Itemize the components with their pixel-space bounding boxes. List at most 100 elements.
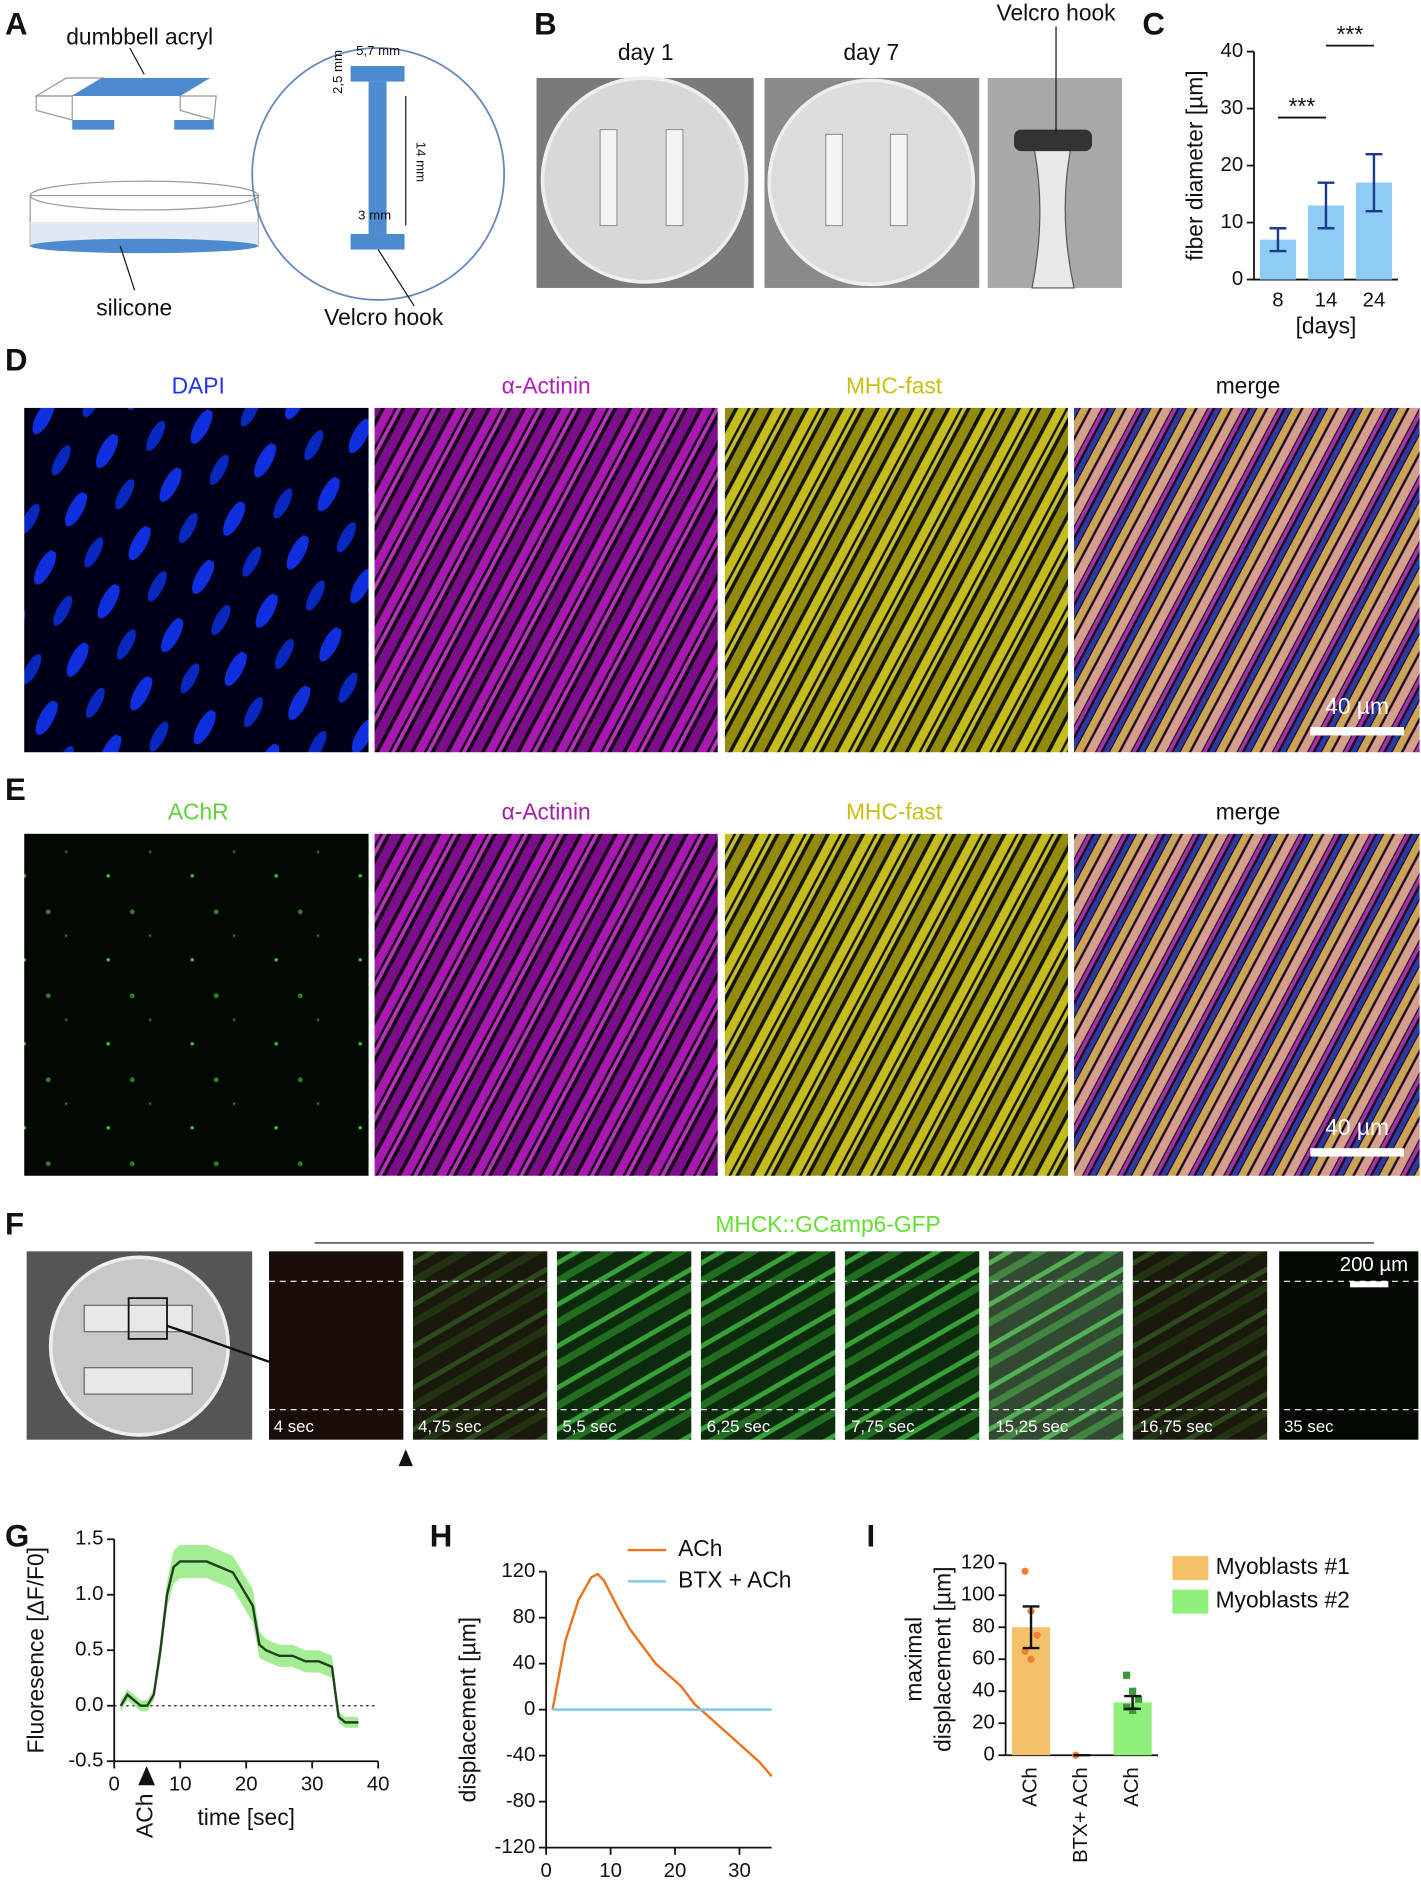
- point: [1123, 1703, 1131, 1711]
- time-label: 16,75 sec: [1140, 1417, 1213, 1436]
- x-tick-label: 30: [301, 1774, 324, 1796]
- label: Velcro hook: [997, 0, 1117, 25]
- x-tick-label: BTX+ ACh: [1070, 1767, 1092, 1863]
- point: [1033, 1631, 1041, 1639]
- scale-label: 40 µm: [1325, 1114, 1389, 1140]
- x-tick-label: 10: [169, 1774, 192, 1796]
- y-tick-label: -0.5: [68, 1750, 103, 1772]
- x-tick-label: 8: [1272, 290, 1283, 312]
- legend-swatch: [1172, 1589, 1209, 1614]
- photos: [536, 26, 1123, 289]
- panel-label: D: [5, 343, 28, 378]
- x-tick-label: 30: [728, 1860, 751, 1880]
- panel-label: G: [5, 1518, 29, 1553]
- y-tick-label: 120: [501, 1560, 535, 1582]
- y-tick-label: 0: [1232, 268, 1243, 290]
- y-axis-label: fiber diameter [µm]: [1181, 70, 1207, 260]
- channel-title: AChR: [168, 798, 229, 824]
- x-tick-label: ACh: [1019, 1767, 1041, 1807]
- y-tick-label: 30: [1221, 97, 1244, 119]
- y-tick-label: 0.0: [75, 1694, 103, 1716]
- error-bar: [1317, 181, 1335, 230]
- error-bar: [1365, 152, 1383, 213]
- y-tick-label: -120: [495, 1836, 536, 1858]
- channel-title: MHC-fast: [846, 798, 943, 824]
- line: [119, 1560, 359, 1724]
- x-axis-label: time [sec]: [197, 1804, 294, 1830]
- panel-label: B: [534, 7, 557, 42]
- time-label: 6,25 sec: [707, 1417, 770, 1436]
- annotation: ACh: [132, 1794, 158, 1838]
- x-tick-label: 14: [1315, 290, 1338, 312]
- y-tick-label: 40: [1221, 40, 1244, 62]
- y-axis-label: Fluoresence [ΔF/F0]: [22, 1547, 48, 1753]
- y-axis-label: maximal: [901, 1617, 927, 1702]
- time-label: 35 sec: [1284, 1417, 1333, 1436]
- micrographs: [24, 833, 1420, 1176]
- y-tick-label: 0.5: [75, 1639, 103, 1661]
- x-axis-label: [days]: [1296, 313, 1357, 339]
- y-tick-label: 0: [524, 1698, 535, 1720]
- panel-label: F: [5, 1206, 24, 1241]
- y-tick-label: 60: [972, 1648, 995, 1670]
- y-tick-label: 80: [513, 1606, 536, 1628]
- annotation: ***: [1289, 93, 1316, 119]
- time-label: 4,75 sec: [418, 1417, 481, 1436]
- y-tick-label: -80: [506, 1790, 535, 1812]
- x-tick-label: 10: [599, 1860, 622, 1880]
- stimulus-arrow: [138, 1766, 156, 1786]
- panel-label: A: [5, 7, 28, 42]
- y-tick-label: 20: [972, 1712, 995, 1734]
- x-tick-label: 40: [367, 1774, 390, 1796]
- y-tick-label: 1.0: [75, 1583, 103, 1605]
- x-tick-label: ACh: [1121, 1767, 1143, 1807]
- x-tick-label: 20: [235, 1774, 258, 1796]
- y-axis-label: displacement [µm]: [454, 1617, 480, 1802]
- line: [551, 1572, 773, 1778]
- calcium-imaging: [26, 1242, 1419, 1467]
- error-bar: [1124, 1694, 1142, 1711]
- y-tick-label: 10: [1221, 211, 1244, 233]
- y-tick-label: 20: [1221, 154, 1244, 176]
- micrographs: [24, 407, 1420, 753]
- x-tick-label: 20: [664, 1860, 687, 1880]
- scale-label: 200 µm: [1340, 1254, 1408, 1276]
- y-tick-label: 120: [961, 1552, 995, 1574]
- y-tick-label: -40: [506, 1744, 535, 1766]
- channel-title: DAPI: [172, 373, 225, 399]
- label: 2,5 mm: [330, 50, 345, 94]
- legend-label: Myoblasts #1: [1216, 1553, 1350, 1579]
- channel-title: MHC-fast: [846, 373, 943, 399]
- channel-title: α-Actinin: [502, 373, 591, 399]
- label: 5,7 mm: [356, 43, 400, 58]
- legend-label: Myoblasts #2: [1216, 1587, 1350, 1613]
- panel-label: E: [5, 772, 26, 807]
- panel-label: H: [430, 1518, 453, 1553]
- point: [1021, 1567, 1029, 1575]
- point: [1129, 1687, 1137, 1695]
- time-label: 7,75 sec: [851, 1417, 914, 1436]
- point: [1123, 1671, 1131, 1679]
- time-label: 4 sec: [274, 1417, 314, 1436]
- y-tick-label: 0: [983, 1744, 994, 1766]
- legend-swatch: [1172, 1556, 1209, 1581]
- legend-label: ACh: [678, 1535, 722, 1561]
- label: day 7: [843, 39, 899, 65]
- time-label: 5,5 sec: [562, 1417, 616, 1436]
- panel-title: MHCK::GCamp6-GFP: [715, 1211, 940, 1237]
- point: [1129, 1706, 1137, 1715]
- schematic-dumbbell: [29, 47, 506, 307]
- channel-title: merge: [1216, 373, 1281, 399]
- y-tick-label: 40: [972, 1680, 995, 1702]
- legend-label: BTX + ACh: [678, 1566, 791, 1592]
- label: day 1: [618, 39, 674, 65]
- point: [1021, 1647, 1029, 1655]
- x-tick-label: 0: [540, 1860, 551, 1880]
- y-axis-label: displacement [µm]: [929, 1567, 955, 1752]
- channel-title: merge: [1216, 798, 1281, 824]
- label: Velcro hook: [324, 304, 444, 330]
- channel-title: α-Actinin: [502, 798, 591, 824]
- annotation: ***: [1337, 21, 1364, 47]
